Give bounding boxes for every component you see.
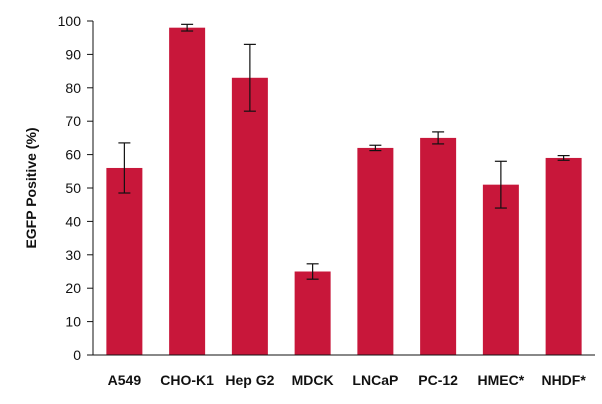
x-tick-label-5: PC-12 — [418, 372, 458, 388]
bars-layer — [106, 27, 582, 356]
bar-1 — [169, 27, 206, 356]
labels-layer: A549 CHO-K1 Hep G2 MDCK LNCaP PC-12 HMEC* NHDF*… — [58, 13, 587, 388]
x-tick-label-3: MDCK — [292, 372, 334, 388]
y-tick-label-9: 90 — [65, 46, 81, 62]
y-tick-label-7: 70 — [65, 113, 81, 129]
bar-7 — [545, 157, 582, 355]
y-axis-title: EGFP Positive (%) — [23, 127, 39, 248]
bar-3 — [294, 271, 331, 355]
bar-5 — [420, 137, 457, 355]
x-tick-label-4: LNCaP — [352, 372, 398, 388]
y-tick-label-3: 30 — [65, 247, 81, 263]
y-tick-label-10: 100 — [58, 13, 82, 29]
x-tick-label-1: CHO-K1 — [160, 372, 214, 388]
y-tick-label-1: 10 — [65, 314, 81, 330]
y-tick-label-4: 40 — [65, 213, 81, 229]
x-tick-label-0: A549 — [108, 372, 142, 388]
y-tick-label-5: 50 — [65, 180, 81, 196]
y-tick-label-2: 20 — [65, 280, 81, 296]
x-tick-label-6: HMEC* — [478, 372, 525, 388]
bar-0 — [106, 167, 143, 355]
y-tick-label-6: 60 — [65, 147, 81, 163]
x-tick-label-7: NHDF* — [541, 372, 586, 388]
error-bars-layer — [118, 23, 570, 280]
y-tick-label-8: 80 — [65, 80, 81, 96]
y-tick-label-0: 0 — [73, 347, 81, 363]
bar-2 — [231, 77, 268, 355]
axes-layer — [87, 20, 595, 356]
bar-4 — [357, 147, 394, 355]
x-tick-label-2: Hep G2 — [225, 372, 274, 388]
bar-6 — [482, 184, 519, 355]
